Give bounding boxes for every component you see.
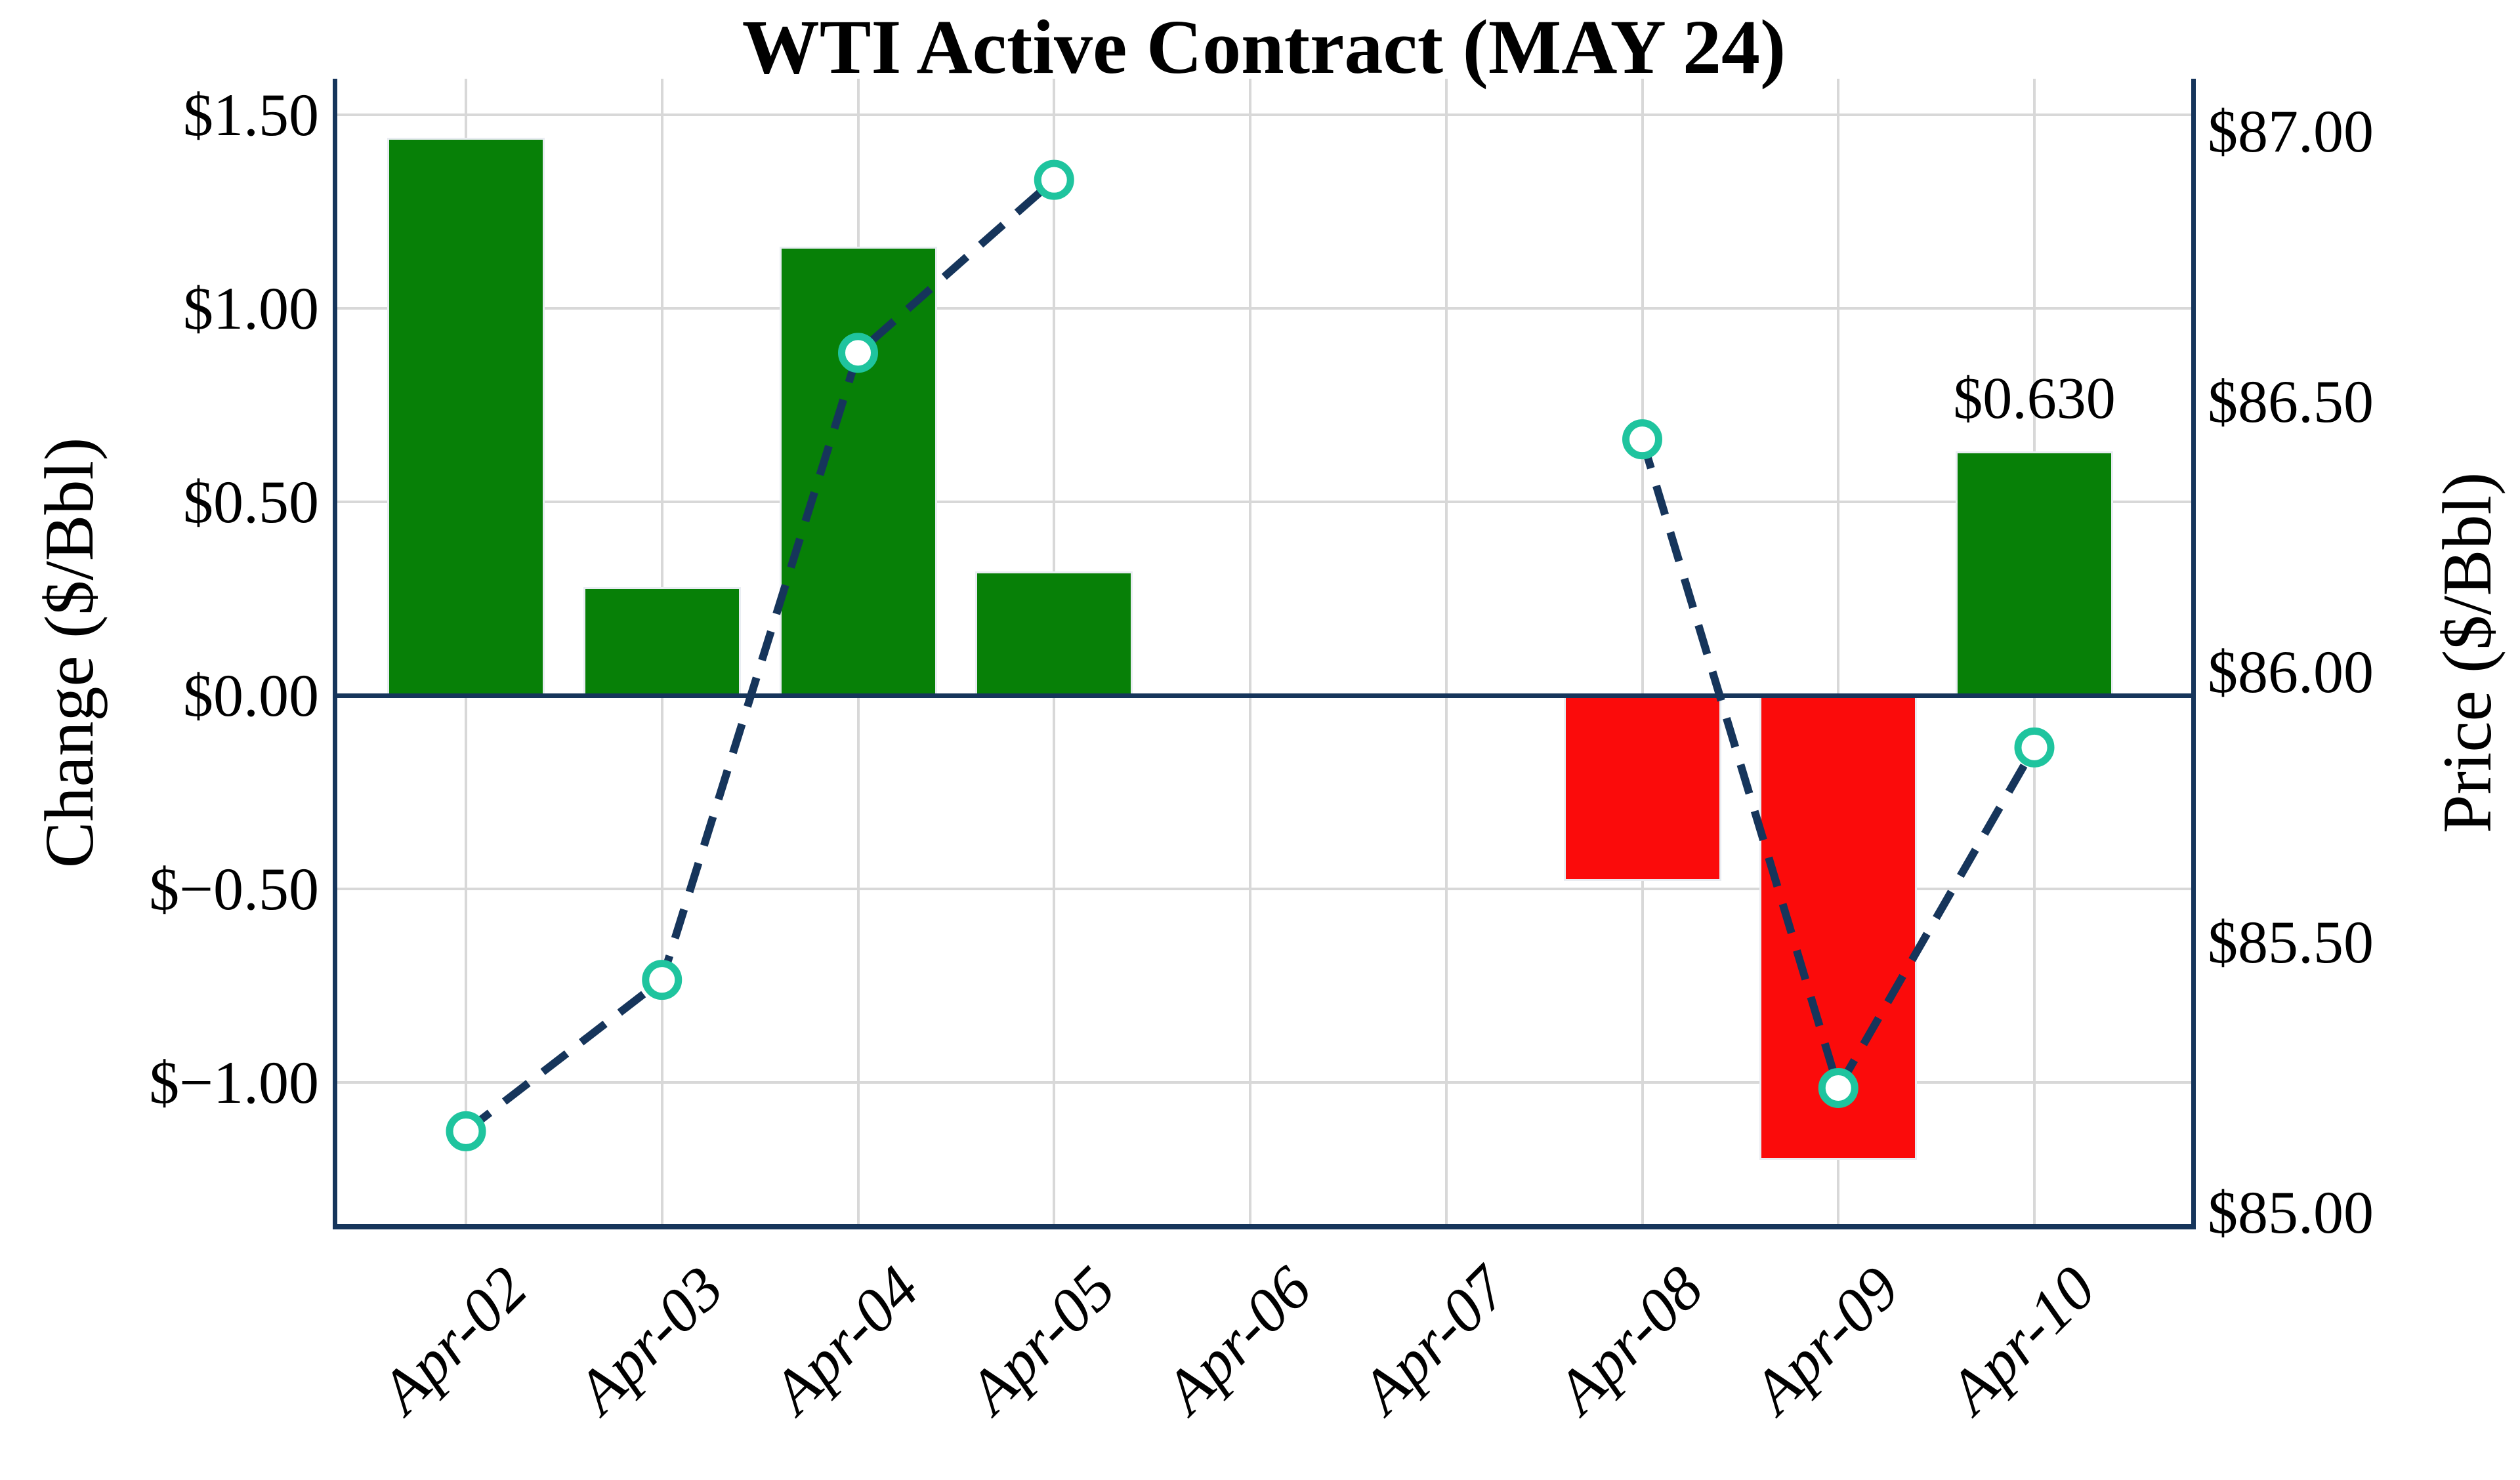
- horizontal-gridline: [337, 1081, 2191, 1084]
- x-tick-label-apr-10: Apr-10: [1935, 1252, 2109, 1426]
- left-axis-tick-label: $−0.50: [149, 855, 319, 922]
- bar-apr-02: [387, 138, 545, 695]
- bar-apr-04: [779, 246, 937, 695]
- vertical-gridline-apr-07: [1444, 79, 1448, 1227]
- left-axis-tick-label: $1.00: [183, 275, 319, 342]
- horizontal-gridline: [337, 888, 2191, 890]
- bar-apr-10: [1956, 451, 2113, 695]
- price-marker-apr-04: [838, 333, 878, 373]
- x-tick-label-apr-09: Apr-09: [1739, 1252, 1913, 1426]
- right-axis-tick-label: $86.00: [2208, 638, 2374, 705]
- chart-title: WTI Active Contract (MAY 24): [742, 4, 1786, 90]
- right-axis-title: Price ($/Bbl): [2429, 472, 2506, 834]
- bar-apr-03: [583, 586, 741, 695]
- left-axis-title: Change ($/Bbl): [31, 437, 108, 869]
- x-tick-label-apr-03: Apr-03: [562, 1252, 736, 1426]
- horizontal-gridline: [337, 113, 2191, 116]
- left-axis-tick-label: $0.50: [183, 468, 319, 535]
- price-line: [446, 159, 2055, 1151]
- left-axis-tick-label: $−1.00: [149, 1049, 319, 1116]
- price-marker-apr-08: [1622, 419, 1662, 460]
- x-tick-label-apr-04: Apr-04: [759, 1252, 933, 1426]
- right-axis-tick-label: $86.50: [2208, 368, 2374, 435]
- x-tick-label-apr-05: Apr-05: [955, 1252, 1129, 1426]
- price-marker-apr-09: [1818, 1067, 1858, 1108]
- bar-apr-08: [1563, 695, 1721, 882]
- x-tick-label-apr-08: Apr-08: [1543, 1252, 1717, 1426]
- vertical-gridline-apr-08: [1641, 79, 1644, 1227]
- price-marker-apr-10: [2014, 727, 2055, 768]
- right-axis-tick-label: $87.00: [2208, 98, 2374, 165]
- horizontal-gridline: [337, 501, 2191, 503]
- zero-line: [337, 693, 2191, 698]
- x-tick-label-apr-07: Apr-07: [1347, 1252, 1521, 1426]
- horizontal-gridline: [337, 307, 2191, 310]
- left-axis-tick-label: $0.00: [183, 662, 319, 729]
- right-axis-tick-label: $85.50: [2208, 909, 2374, 976]
- bottom-spine: [333, 1224, 2196, 1229]
- vertical-gridline-apr-09: [1837, 79, 1840, 1227]
- price-marker-apr-03: [642, 960, 682, 1000]
- left-axis-tick-label: $1.50: [183, 81, 319, 148]
- left-spine: [333, 79, 337, 1229]
- vertical-gridline-apr-06: [1249, 79, 1251, 1227]
- bar-value-label: $0.630: [1953, 366, 2116, 432]
- price-marker-apr-05: [1034, 159, 1074, 200]
- price-marker-apr-02: [446, 1111, 486, 1151]
- x-tick-label-apr-06: Apr-06: [1150, 1252, 1324, 1426]
- plot-area: [333, 79, 2196, 1229]
- price-line-segment: [463, 176, 1057, 1135]
- x-tick-label-apr-02: Apr-02: [366, 1252, 540, 1426]
- right-axis-tick-label: $85.00: [2208, 1179, 2374, 1246]
- price-line-segment: [1638, 438, 2038, 1098]
- right-spine: [2191, 79, 2196, 1229]
